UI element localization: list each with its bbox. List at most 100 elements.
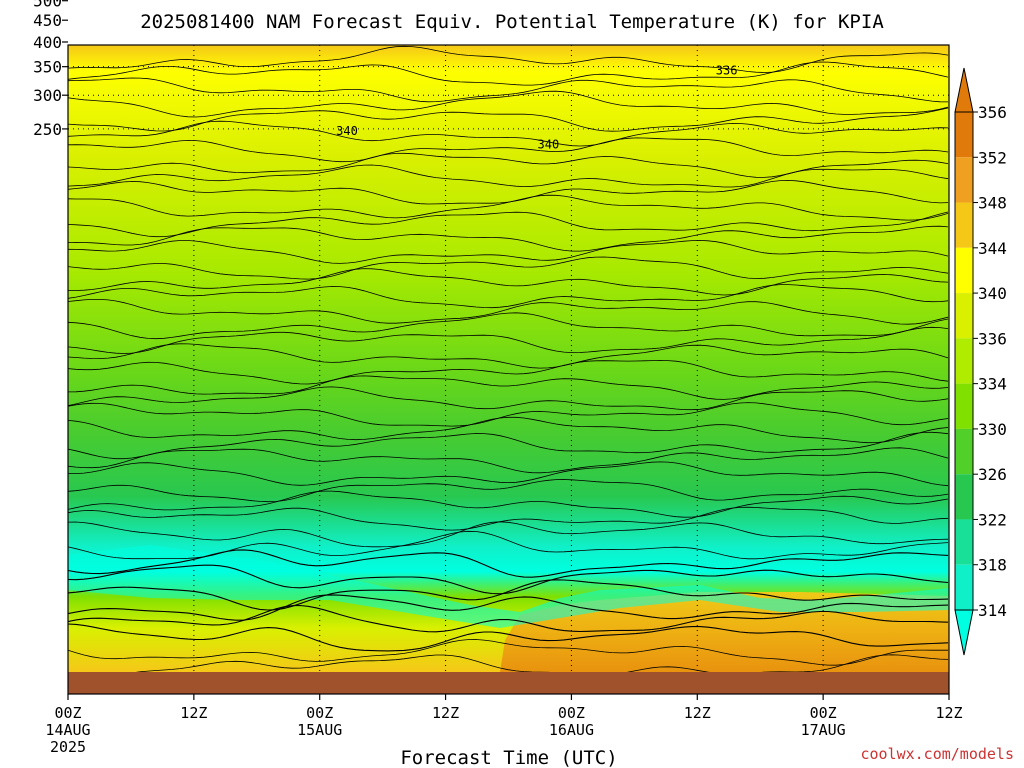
contour-line xyxy=(68,61,949,86)
x-tick-label: 12Z xyxy=(432,704,459,722)
x-tick-label: 12Z xyxy=(684,704,711,722)
x-tick-label: 00Z xyxy=(558,704,585,722)
contour-line xyxy=(68,299,949,325)
colorbar-tick-label: 336 xyxy=(978,329,1007,348)
contour-line xyxy=(68,326,949,354)
colorbar-segment xyxy=(955,564,973,610)
contour-line xyxy=(68,45,949,73)
y-tick-label: 350 xyxy=(33,58,62,77)
x-tick-label: 00Z xyxy=(306,704,333,722)
contour-line xyxy=(68,549,949,578)
y-tick-label: 450 xyxy=(33,11,62,30)
colorbar-tick-label: 326 xyxy=(978,465,1007,484)
contour-line xyxy=(68,164,949,188)
x-tick-date: 17AUG xyxy=(801,721,846,739)
contour-line xyxy=(68,461,949,487)
contour-line xyxy=(68,359,949,385)
contour-line xyxy=(68,506,949,531)
contour-line xyxy=(68,604,949,633)
contour-line xyxy=(68,479,949,503)
contour-line xyxy=(68,256,949,280)
ground-surface xyxy=(68,672,949,694)
colorbar-frame xyxy=(954,111,974,611)
colorbar-top-arrow xyxy=(954,67,974,113)
y-tick-label: 250 xyxy=(33,120,62,139)
plot-area: 3403403363363323283283323363323323323243… xyxy=(68,0,949,672)
contour-line xyxy=(68,90,949,118)
colorbar-tick-label: 344 xyxy=(978,239,1007,258)
contour-line xyxy=(68,594,949,621)
contour-line xyxy=(68,211,949,238)
contour-line xyxy=(68,623,949,652)
y-tick-label: 400 xyxy=(33,33,62,52)
colorbar-segment xyxy=(955,428,973,475)
colorbar-tick-label: 352 xyxy=(978,148,1007,167)
contour-line xyxy=(68,447,949,474)
contour-line xyxy=(68,490,949,518)
colorbar-segment xyxy=(955,202,973,248)
colorbar: 356 352 348 344 340 336 334 330 326 322 318 314 xyxy=(954,67,1007,656)
contour-line xyxy=(68,194,949,221)
x-tick-label: 12Z xyxy=(935,704,962,722)
contour-line xyxy=(68,375,949,400)
contour-line xyxy=(68,137,949,163)
contour-line xyxy=(68,579,949,611)
x-tick-year: 2025 xyxy=(50,738,86,756)
x-axis-label: Forecast Time (UTC) xyxy=(400,747,617,768)
contour-line xyxy=(68,530,949,560)
x-tick-date: 16AUG xyxy=(549,721,594,739)
top-warm-band xyxy=(68,45,949,73)
contour-label: 340 xyxy=(538,137,560,151)
contour-label: 340 xyxy=(336,124,358,138)
contour-line xyxy=(68,77,949,103)
contour-line xyxy=(68,239,949,264)
contour-line xyxy=(68,564,949,595)
colorbar-bottom-arrow xyxy=(954,609,974,656)
colorbar-segment xyxy=(955,293,973,339)
x-tick-date: 14AUG xyxy=(45,721,90,739)
y-axis: 2503003504004505005506006507007508008509… xyxy=(33,0,68,139)
colorbar-tick-label: 322 xyxy=(978,510,1007,529)
contour-line xyxy=(68,431,949,460)
contour-line xyxy=(68,416,949,444)
contour-line xyxy=(68,120,949,147)
y-tick-label: 500 xyxy=(33,0,62,11)
contour-label: 336 xyxy=(716,63,738,77)
contour-lines xyxy=(68,45,949,672)
contour-line xyxy=(68,343,949,369)
contour-line xyxy=(68,107,949,132)
contour-label: 332 xyxy=(573,33,595,47)
contour-line xyxy=(68,268,949,296)
contour-line xyxy=(68,284,949,309)
colorbar-tick-label: 356 xyxy=(978,103,1007,122)
colorbar-segment xyxy=(955,247,973,294)
colorbar-segment xyxy=(955,383,973,429)
colorbar-tick-label: 314 xyxy=(978,601,1007,620)
colorbar-tick-label: 330 xyxy=(978,420,1007,439)
contour-line xyxy=(135,654,949,672)
x-tick-label: 00Z xyxy=(810,704,837,722)
contour-labels: 3403403363363323283283323363323323323243… xyxy=(336,0,937,151)
moist-layer xyxy=(68,545,949,628)
colorbar-segment xyxy=(955,519,973,565)
contour-line xyxy=(68,639,948,666)
colorbar-tick-label: 318 xyxy=(978,556,1007,575)
colorbar-segment xyxy=(955,474,973,520)
contour-label: 332 xyxy=(915,0,937,11)
colorbar-tick-label: 340 xyxy=(978,284,1007,303)
colorbar-segment xyxy=(955,338,973,384)
colorbar-segment xyxy=(955,157,973,203)
colorbar-tick-label: 348 xyxy=(978,194,1007,213)
contour-line xyxy=(68,386,949,411)
x-tick-label: 12Z xyxy=(180,704,207,722)
credit-label: coolwx.com/models xyxy=(860,745,1014,763)
plot-frame xyxy=(67,44,950,695)
colorbar-segment xyxy=(955,112,973,158)
contour-line xyxy=(68,521,949,548)
grid-lines xyxy=(68,45,949,672)
x-tick-date: 15AUG xyxy=(297,721,342,739)
contour-line xyxy=(68,225,949,252)
chart-title: 2025081400 NAM Forecast Equiv. Potential… xyxy=(140,11,884,33)
